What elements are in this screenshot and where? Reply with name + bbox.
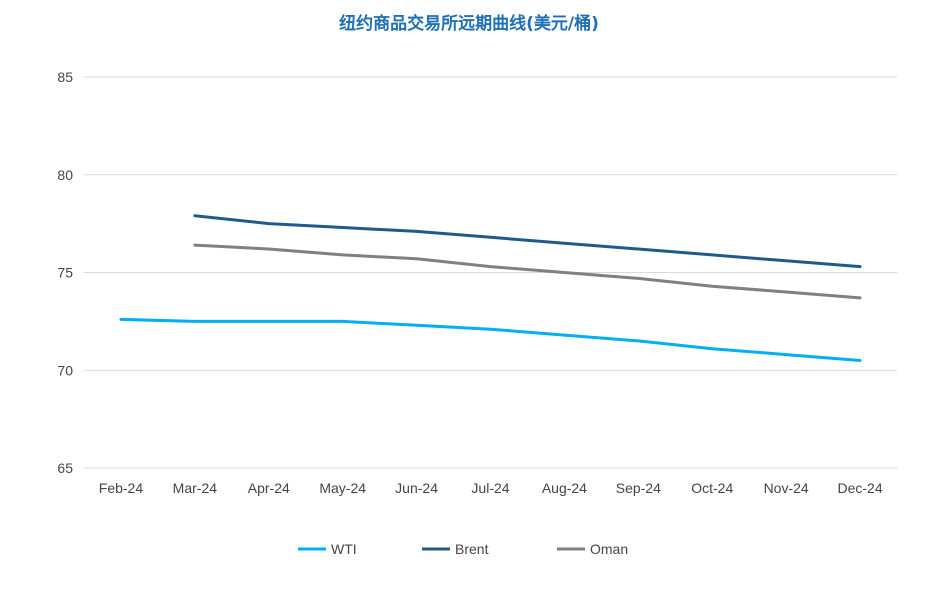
series-lines [119,214,862,362]
x-tick-label: May-24 [319,480,366,496]
x-axis-ticks: Feb-24 Mar-24 Apr-24 May-24 Jun-24 Jul-24 Aug-… [99,480,883,496]
x-tick-label: Apr-24 [248,480,290,496]
series-line-oman [193,243,862,300]
y-tick-label: 70 [57,362,73,378]
x-tick-label: Jun-24 [395,480,438,496]
x-tick-label: Oct-24 [691,480,733,496]
x-tick-label: Nov-24 [764,480,809,496]
x-tick-label: Feb-24 [99,480,144,496]
series-line-wti [119,317,862,362]
y-tick-label: 65 [57,460,73,476]
x-tick-label: Sep-24 [616,480,661,496]
x-tick-label: Dec-24 [837,480,882,496]
legend: WTI Brent Oman [298,541,628,557]
y-tick-label: 80 [57,167,73,183]
y-tick-label: 85 [57,69,73,85]
legend-label-wti: WTI [331,541,357,557]
y-axis-ticks: 65 70 75 80 85 [57,69,73,476]
legend-label-oman: Oman [590,541,628,557]
x-tick-label: Mar-24 [173,480,218,496]
chart-title: 纽约商品交易所远期曲线(美元/桶) [339,13,599,34]
y-tick-label: 75 [57,265,73,281]
series-line-brent [193,214,862,269]
gridlines [84,76,897,469]
legend-label-brent: Brent [455,541,489,557]
x-tick-label: Aug-24 [542,480,587,496]
x-tick-label: Jul-24 [471,480,509,496]
